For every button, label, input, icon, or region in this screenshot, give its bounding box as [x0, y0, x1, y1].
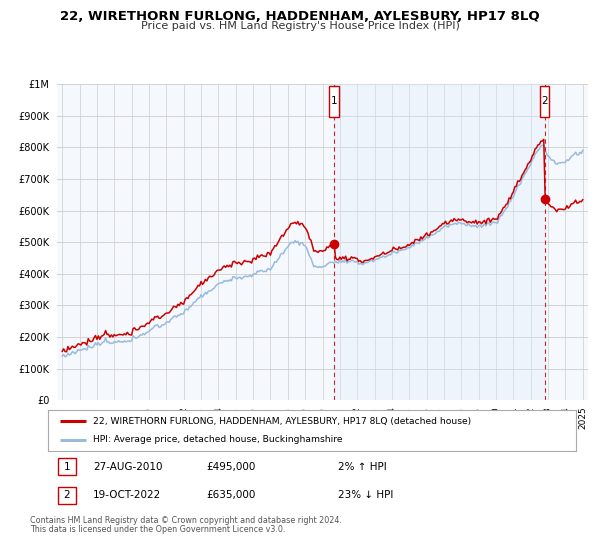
Bar — [334, 84, 545, 400]
Text: 1: 1 — [331, 96, 337, 106]
Text: 1: 1 — [64, 462, 70, 472]
Text: 2% ↑ HPI: 2% ↑ HPI — [338, 462, 387, 472]
Text: 23% ↓ HPI: 23% ↓ HPI — [338, 490, 394, 500]
FancyBboxPatch shape — [58, 487, 76, 503]
Text: 27-AUG-2010: 27-AUG-2010 — [93, 462, 163, 472]
Text: HPI: Average price, detached house, Buckinghamshire: HPI: Average price, detached house, Buck… — [93, 436, 343, 445]
FancyBboxPatch shape — [540, 86, 550, 116]
FancyBboxPatch shape — [58, 459, 76, 475]
Text: Contains HM Land Registry data © Crown copyright and database right 2024.: Contains HM Land Registry data © Crown c… — [30, 516, 342, 525]
Text: 19-OCT-2022: 19-OCT-2022 — [93, 490, 161, 500]
Text: Price paid vs. HM Land Registry's House Price Index (HPI): Price paid vs. HM Land Registry's House … — [140, 21, 460, 31]
Text: 2: 2 — [541, 96, 548, 106]
FancyBboxPatch shape — [329, 86, 338, 116]
Text: 22, WIRETHORN FURLONG, HADDENHAM, AYLESBURY, HP17 8LQ: 22, WIRETHORN FURLONG, HADDENHAM, AYLESB… — [60, 10, 540, 23]
Text: £495,000: £495,000 — [206, 462, 256, 472]
Text: This data is licensed under the Open Government Licence v3.0.: This data is licensed under the Open Gov… — [30, 525, 286, 534]
Text: 2: 2 — [64, 490, 70, 500]
Text: 22, WIRETHORN FURLONG, HADDENHAM, AYLESBURY, HP17 8LQ (detached house): 22, WIRETHORN FURLONG, HADDENHAM, AYLESB… — [93, 417, 471, 426]
Text: £635,000: £635,000 — [206, 490, 256, 500]
